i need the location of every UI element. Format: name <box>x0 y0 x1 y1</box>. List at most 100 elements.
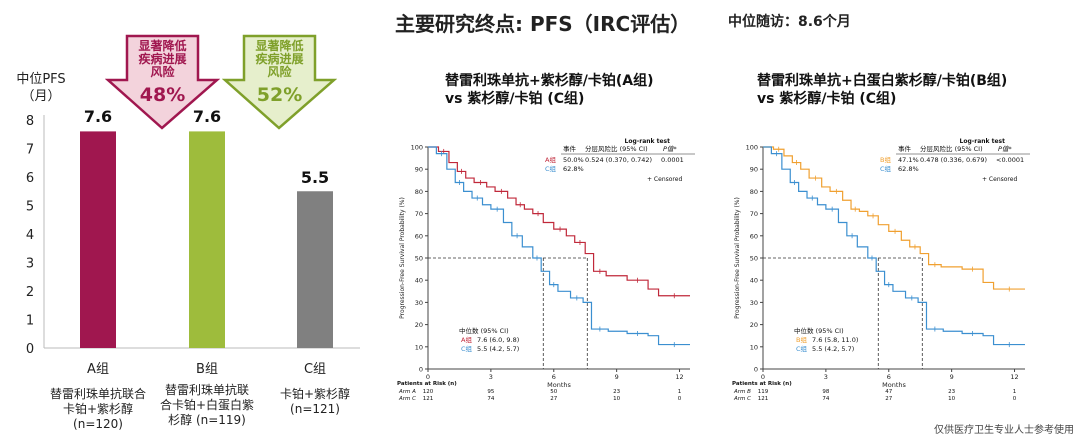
arrow-a-pct: 48% <box>139 84 186 106</box>
km-risk-count: 27 <box>885 396 892 402</box>
bar-y-tick-label: 3 <box>26 257 34 272</box>
km-median-value: 5.5 (4.2, 5.7) <box>477 345 519 353</box>
km-stats-hr: 0.524 (0.370, 0.742) <box>585 156 652 164</box>
km-y-tick-label: 80 <box>750 188 758 196</box>
km-y-tick-label: 40 <box>750 277 758 285</box>
km-median-group: C组 <box>796 344 808 353</box>
km-risk-count: 121 <box>758 396 769 402</box>
km-x-tick-label: 6 <box>552 373 556 381</box>
km-y-tick-label: 20 <box>415 321 423 329</box>
km-y-tick-label: 10 <box>415 343 423 351</box>
group-c-desc-line2: (n=121) <box>290 402 340 416</box>
km-risk-arm: Arm C <box>733 396 751 402</box>
km-risk-count: 98 <box>822 389 829 395</box>
arrow-callout-b: 显著降低 疾病进展 风险 52% <box>221 32 338 132</box>
group-a-desc-line1: 替雷利珠单抗联合 <box>49 387 146 401</box>
km-stats-hr: 0.478 (0.336, 0.679) <box>920 156 987 164</box>
km-y-tick-label: 70 <box>415 210 423 218</box>
km-risk-arm: Arm A <box>398 389 416 395</box>
km-curve-C组 <box>428 146 690 346</box>
km-risk-count: 47 <box>885 389 892 395</box>
bar-y-axis-label: 中位PFS （月） <box>6 71 76 105</box>
km-y-tick-label: 50 <box>750 255 758 263</box>
bar-y-tick-label: 2 <box>26 285 34 300</box>
arrow-b-text: 显著降低 疾病进展 风险 <box>244 40 315 79</box>
km-y-tick-label: 60 <box>750 232 758 240</box>
km-median-value: 5.5 (4.2, 5.7) <box>812 345 854 353</box>
km-median-group: B组 <box>796 335 807 344</box>
km-risk-count: 74 <box>487 396 494 402</box>
km-risk-count: 10 <box>613 396 620 402</box>
km-x-tick-label: 9 <box>950 373 954 381</box>
bar-1 <box>189 131 225 348</box>
group-c-description: 卡铂+紫杉醇 (n=121) <box>260 387 370 417</box>
km-logrank-label: Log-rank test <box>625 138 671 145</box>
arrow-a-text: 显著降低 疾病进展 风险 <box>127 40 198 79</box>
km-1-title-line2: vs 紫杉醇/卡铂 (C组) <box>445 91 585 107</box>
km-curve-A组 <box>428 146 690 297</box>
arrow-a-line2: 疾病进展 <box>138 52 187 66</box>
bar-0 <box>80 131 116 348</box>
bar-2 <box>297 191 333 348</box>
bar-y-label-line2: （月） <box>21 89 61 104</box>
km-stats-p: 0.0001 <box>661 156 684 164</box>
km-y-tick-label: 30 <box>415 299 423 307</box>
bar-category-b: B组 <box>196 362 218 377</box>
km-curve-B组 <box>763 146 1025 290</box>
bar-value-a: 7.6 <box>83 107 113 126</box>
km-risk-count: 1 <box>1013 389 1017 395</box>
bar-y-tick-label: 6 <box>26 171 34 186</box>
bar-y-tick-label: 1 <box>26 314 34 329</box>
km-stats-p: <0.0001 <box>996 156 1024 164</box>
km-stats-events: 62.8% <box>563 165 584 173</box>
km-y-tick-label: 20 <box>750 321 758 329</box>
km-2-title-line2: vs 紫杉醇/卡铂 (C组) <box>757 91 897 107</box>
km-x-tick-label: 12 <box>675 373 683 381</box>
km-y-tick-label: 90 <box>750 166 758 174</box>
arrow-b-pct: 52% <box>256 84 303 106</box>
km-risk-header: Patients at Risk (n) <box>732 381 792 387</box>
bar-y-tick-label: 7 <box>26 143 34 158</box>
km-x-tick-label: 3 <box>489 373 493 381</box>
km-median-value: 7.6 (6.0, 9.8) <box>477 336 519 344</box>
km-risk-count: 50 <box>550 389 557 395</box>
km-risk-count: 95 <box>487 389 494 395</box>
bar-chart: 0 1 2 3 4 5 6 7 8 <box>26 114 360 357</box>
km-y-tick-label: 90 <box>415 166 423 174</box>
km-y-tick-label: 30 <box>750 299 758 307</box>
km-y-tick-label: 80 <box>415 188 423 196</box>
arrow-b-line3: 风险 <box>267 65 292 79</box>
km-y-axis-label: Progression-Free Survival Probability (%… <box>734 197 741 319</box>
km-stats-group: C组 <box>880 164 892 173</box>
km-risk-count: 74 <box>822 396 829 402</box>
km-median-group: C组 <box>461 344 473 353</box>
bar-y-tick-label: 0 <box>26 342 34 357</box>
km-median-header: 中位数 (95% CI) <box>794 326 844 335</box>
km-risk-count: 0 <box>678 396 682 402</box>
page-title: 主要研究终点: PFS（IRC评估） <box>395 12 691 36</box>
down-arrow-icon <box>221 34 338 130</box>
arrow-b-line1: 显著降低 <box>255 39 304 53</box>
km-x-tick-label: 6 <box>887 373 891 381</box>
bar-y-label-line1: 中位PFS <box>16 72 66 87</box>
km-stats-group: C组 <box>545 164 557 173</box>
km-y-tick-label: 0 <box>419 366 423 374</box>
km-hr-header: 分层风险比 (95% CI) <box>585 144 648 153</box>
km-median-header: 中位数 (95% CI) <box>459 326 509 335</box>
km-logrank-label: Log-rank test <box>960 138 1006 145</box>
km-risk-count: 23 <box>613 389 620 395</box>
km-stats-group: B组 <box>880 155 891 164</box>
km-censored-legend: + Censored <box>647 176 682 183</box>
km-chart-2-title: 替雷利珠单抗+白蛋白紫杉醇/卡铂(B组) vs 紫杉醇/卡铂 (C组) <box>757 72 1007 108</box>
km-y-axis-label: Progression-Free Survival Probability (%… <box>399 197 406 319</box>
km-y-tick-label: 50 <box>415 255 423 263</box>
km-risk-count: 120 <box>423 389 434 395</box>
group-b-desc-line1: 替雷利珠单抗联 <box>164 383 249 397</box>
km-stats-events: 50.0% <box>563 156 584 164</box>
bar-category-a: A组 <box>87 362 109 377</box>
km-pvalue-header: P值* <box>663 145 677 153</box>
km-x-tick-label: 0 <box>426 373 430 381</box>
km-stats-group: A组 <box>545 155 556 164</box>
